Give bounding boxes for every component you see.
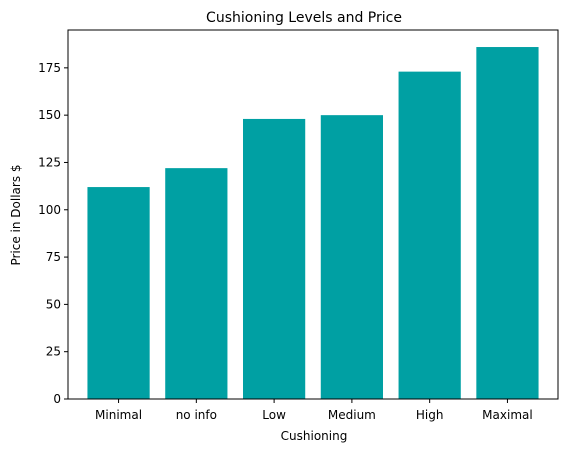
bar-maximal	[476, 47, 539, 400]
bar-high	[398, 71, 461, 399]
x-axis-title: Cushioning	[281, 429, 348, 443]
x-tick-label: Low	[262, 408, 286, 422]
x-tick-label: Medium	[328, 408, 376, 422]
bar-no-info	[165, 168, 228, 399]
x-tick-label: no info	[176, 408, 217, 422]
x-tick-label: Minimal	[95, 408, 142, 422]
y-tick-label: 75	[46, 250, 61, 264]
plot-area: Minimal no info Low Medium High Maximal 0 25 50 7…	[38, 29, 559, 422]
bar-medium	[320, 115, 383, 400]
y-tick-label: 150	[38, 108, 61, 122]
x-tick-label: High	[416, 408, 444, 422]
axes-frame	[67, 29, 559, 400]
y-tick-label: 50	[46, 297, 61, 311]
y-tick-label: 0	[53, 392, 61, 406]
y-axis-title: Price in Dollars $	[9, 164, 23, 265]
bar-minimal	[87, 187, 150, 399]
y-tick-label: 175	[38, 61, 61, 75]
x-tick-label: Maximal	[482, 408, 533, 422]
y-tick-label: 100	[38, 203, 61, 217]
y-tick-label: 25	[46, 345, 61, 359]
chart-title: Cushioning Levels and Price	[206, 10, 402, 26]
y-tick-label: 125	[38, 155, 61, 169]
bar-low	[243, 118, 306, 399]
